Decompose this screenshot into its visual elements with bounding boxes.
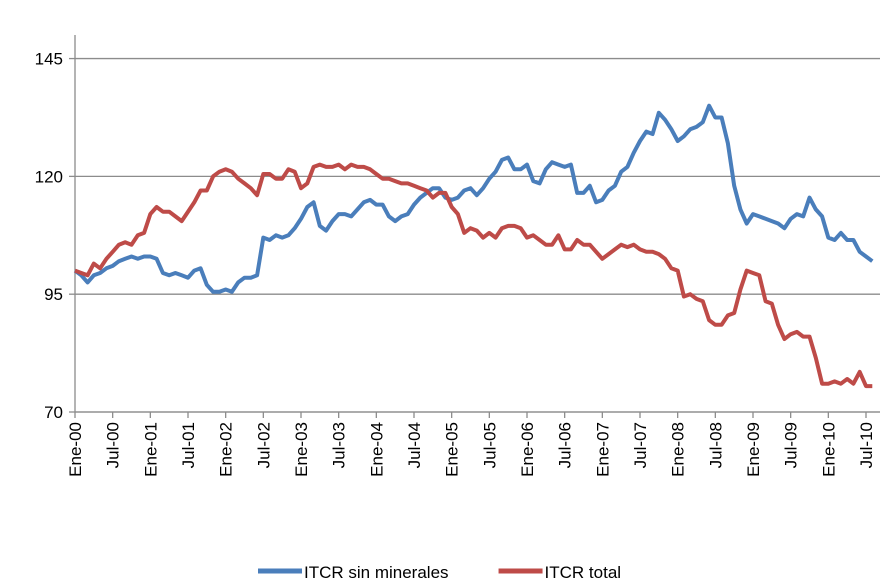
x-tick-label: Ene-03 [292,422,311,477]
x-tick-label: Jul-02 [254,422,273,468]
x-tick-label: Jul-03 [330,422,349,468]
x-tick-label: Ene-07 [593,422,612,477]
x-tick-label: Ene-06 [518,422,537,477]
x-tick-label: Ene-08 [669,422,688,477]
y-tick-label: 145 [35,50,63,69]
x-tick-label: Jul-08 [706,422,725,468]
x-tick-label: Ene-02 [217,422,236,477]
legend-label: ITCR total [545,563,622,582]
x-tick-label: Ene-10 [819,422,838,477]
x-tick-label: Jul-01 [179,422,198,468]
y-tick-label: 95 [44,285,63,304]
x-tick-label: Ene-09 [744,422,763,477]
x-tick-label: Jul-07 [631,422,650,468]
x-tick-label: Ene-04 [367,422,386,477]
legend-label: ITCR sin minerales [304,563,449,582]
x-tick-label: Jul-04 [405,422,424,468]
x-tick-label: Ene-05 [443,422,462,477]
line-series [73,103,874,294]
line-series [74,162,873,389]
x-tick-label: Jul-00 [104,422,123,468]
x-tick-label: Jul-09 [782,422,801,468]
x-tick-label: Jul-10 [857,422,876,468]
x-tick-label: Ene-01 [141,422,160,477]
x-tick-label: Ene-00 [66,422,85,477]
x-tick-label: Jul-05 [480,422,499,468]
x-tick-label: Jul-06 [556,422,575,468]
y-tick-label: 70 [44,403,63,422]
y-tick-label: 120 [35,167,63,186]
